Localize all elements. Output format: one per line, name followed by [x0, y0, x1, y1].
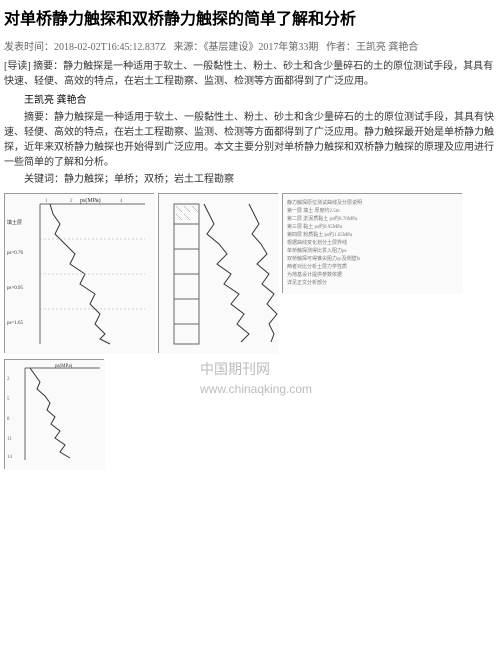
- figures-row-1: ps(MPa) 1 2 3 4 填土层 ps=0.76 ps=0.95 ps=1…: [4, 193, 498, 353]
- figure-4: ps(MPa) 2 5 8 11 14: [4, 359, 104, 469]
- svg-text:ps=0.95: ps=0.95: [7, 286, 24, 291]
- svg-text:第四层 粉质黏土 ps约1.65MPa: 第四层 粉质黏土 ps约1.65MPa: [287, 231, 353, 238]
- lead-label: [导读]: [4, 61, 31, 72]
- svg-text:详见正文分析部分: 详见正文分析部分: [287, 279, 327, 286]
- svg-text:第三层 黏土 ps约0.95MPa: 第三层 黏土 ps约0.95MPa: [287, 223, 343, 230]
- svg-text:ps(MPa): ps(MPa): [80, 197, 101, 204]
- svg-text:第一层 填土 厚度约2.5m: 第一层 填土 厚度约2.5m: [287, 207, 340, 214]
- svg-text:ps(MPa): ps(MPa): [55, 364, 73, 369]
- svg-text:根据曲线变化划分土层界线: 根据曲线变化划分土层界线: [287, 239, 347, 246]
- chart-4-svg: ps(MPa) 2 5 8 11 14: [5, 360, 105, 470]
- svg-text:静力触探原位测试曲线及分层说明: 静力触探原位测试曲线及分层说明: [287, 199, 362, 206]
- figure-3: 静力触探原位测试曲线及分层说明 第一层 填土 厚度约2.5m 第二层 淤泥质黏土…: [282, 193, 462, 293]
- chart-1-svg: ps(MPa) 1 2 3 4 填土层 ps=0.76 ps=0.95 ps=1…: [5, 194, 155, 354]
- svg-text:两者对比分析土层力学性质: 两者对比分析土层力学性质: [287, 263, 347, 270]
- svg-text:填土层: 填土层: [7, 219, 22, 226]
- publish-label: 发表时间：: [4, 42, 54, 53]
- author-label: 作者：: [326, 42, 356, 53]
- author-names: 王凯亮 龚艳合: [356, 42, 419, 53]
- lead-text: 摘要：静力触探是一种适用于软土、一般黏性土、粉土、砂土和含少量碎石的土的原位测试…: [4, 61, 493, 87]
- watermark-url: www.chinaqking.com: [200, 380, 312, 398]
- abstract-text: 摘要：静力触探是一种适用于软土、一般黏性土、粉土、砂土和含少量碎石的土的原位测试…: [4, 110, 498, 170]
- svg-text:11: 11: [7, 437, 12, 442]
- watermark-text: 中国期刊网: [200, 360, 270, 381]
- svg-text:ps=1.65: ps=1.65: [7, 321, 24, 326]
- article-meta: 发表时间：2018-02-02T16:45:12.837Z 来源：《基层建设》2…: [4, 40, 498, 55]
- figures-col-2: [158, 193, 278, 353]
- svg-text:双桥触探可得锥尖阻力qc及侧壁fs: 双桥触探可得锥尖阻力qc及侧壁fs: [287, 255, 360, 262]
- figure-1: ps(MPa) 1 2 3 4 填土层 ps=0.76 ps=0.95 ps=1…: [4, 193, 154, 353]
- svg-text:第二层 淤泥质黏土 ps约0.76MPa: 第二层 淤泥质黏土 ps约0.76MPa: [287, 215, 358, 222]
- chart-2-svg: [159, 194, 279, 354]
- article-title: 对单桥静力触探和双桥静力触探的简单了解和分析: [4, 8, 498, 32]
- source-label: 来源：: [173, 42, 203, 53]
- keywords-text: 关键词：静力触探；单桥；双桥；岩土工程勘察: [4, 172, 498, 187]
- lead-paragraph: [导读] 摘要：静力触探是一种适用于软土、一般黏性土、粉土、砂土和含少量碎石的土…: [4, 59, 498, 89]
- svg-text:为地基设计提供参数依据: 为地基设计提供参数依据: [287, 271, 342, 278]
- svg-text:ps=0.76: ps=0.76: [7, 251, 24, 256]
- authors-line: 王凯亮 龚艳合: [4, 93, 498, 108]
- figure-2: [158, 193, 278, 353]
- publish-time: 2018-02-02T16:45:12.837Z: [54, 42, 166, 53]
- svg-text:14: 14: [7, 455, 13, 460]
- source-name: 《基层建设》2017年第33期: [203, 42, 318, 53]
- text-block-svg: 静力触探原位测试曲线及分层说明 第一层 填土 厚度约2.5m 第二层 淤泥质黏土…: [283, 194, 463, 294]
- svg-text:单桥触探测得比贯入阻力ps: 单桥触探测得比贯入阻力ps: [287, 247, 347, 254]
